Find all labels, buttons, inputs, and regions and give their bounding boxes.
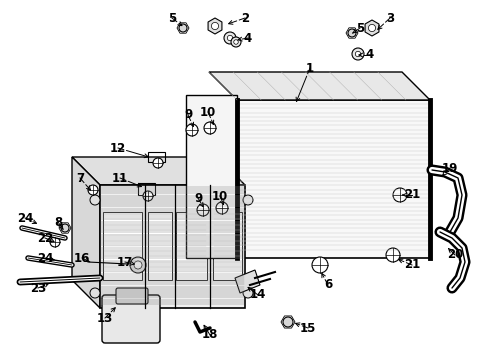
Circle shape [90, 195, 100, 205]
Text: 10: 10 [212, 189, 228, 202]
Circle shape [355, 51, 361, 57]
Circle shape [204, 122, 216, 134]
Text: 14: 14 [250, 288, 266, 302]
Text: 20: 20 [447, 248, 463, 261]
Text: 17: 17 [117, 256, 133, 269]
Circle shape [368, 24, 376, 32]
Text: 12: 12 [110, 141, 126, 154]
Text: 6: 6 [324, 279, 332, 292]
Text: 10: 10 [200, 105, 216, 118]
Circle shape [130, 257, 146, 273]
Circle shape [224, 32, 236, 44]
Circle shape [179, 24, 187, 32]
Polygon shape [186, 95, 237, 258]
Circle shape [283, 317, 293, 327]
Text: 7: 7 [76, 171, 84, 184]
Text: 4: 4 [244, 31, 252, 45]
Text: 23: 23 [30, 282, 46, 294]
Circle shape [312, 257, 328, 273]
Text: 9: 9 [184, 108, 192, 122]
Circle shape [143, 191, 153, 201]
Text: 5: 5 [168, 12, 176, 24]
Text: 3: 3 [386, 12, 394, 24]
Circle shape [386, 248, 400, 262]
Polygon shape [365, 20, 379, 36]
Polygon shape [237, 100, 430, 258]
Text: 18: 18 [202, 328, 218, 342]
Text: 11: 11 [112, 171, 128, 184]
Circle shape [90, 288, 100, 298]
Polygon shape [100, 185, 245, 308]
Circle shape [234, 40, 238, 44]
FancyBboxPatch shape [102, 295, 160, 343]
Bar [213, 212, 242, 280]
Circle shape [216, 202, 228, 214]
Circle shape [61, 224, 69, 232]
Circle shape [197, 204, 209, 216]
Circle shape [352, 48, 364, 60]
Circle shape [231, 37, 241, 47]
Circle shape [348, 29, 356, 37]
Text: 24: 24 [37, 252, 53, 265]
Text: 19: 19 [442, 162, 458, 175]
Text: 15: 15 [300, 321, 316, 334]
Polygon shape [72, 157, 100, 308]
Text: 22: 22 [37, 231, 53, 244]
Text: 21: 21 [404, 258, 420, 271]
Polygon shape [235, 270, 260, 293]
Text: 21: 21 [404, 189, 420, 202]
Circle shape [186, 124, 198, 136]
Bar [176, 212, 207, 280]
Circle shape [243, 288, 253, 298]
Text: 16: 16 [74, 252, 90, 265]
Polygon shape [208, 18, 222, 34]
Text: 1: 1 [306, 62, 314, 75]
Polygon shape [209, 72, 430, 100]
Text: 4: 4 [366, 49, 374, 62]
Circle shape [153, 158, 163, 168]
Text: 24: 24 [17, 211, 33, 225]
Circle shape [393, 188, 407, 202]
FancyBboxPatch shape [116, 288, 148, 304]
Circle shape [227, 35, 233, 41]
Circle shape [211, 22, 219, 30]
Circle shape [50, 237, 60, 247]
Circle shape [88, 185, 98, 195]
Text: 8: 8 [54, 216, 62, 229]
Circle shape [243, 195, 253, 205]
Text: 5: 5 [356, 22, 364, 35]
Text: 9: 9 [194, 192, 202, 204]
Bar [148, 212, 172, 280]
Bar [103, 212, 142, 280]
Text: 2: 2 [241, 12, 249, 24]
Polygon shape [72, 157, 245, 185]
Text: 13: 13 [97, 311, 113, 324]
Circle shape [134, 261, 142, 269]
